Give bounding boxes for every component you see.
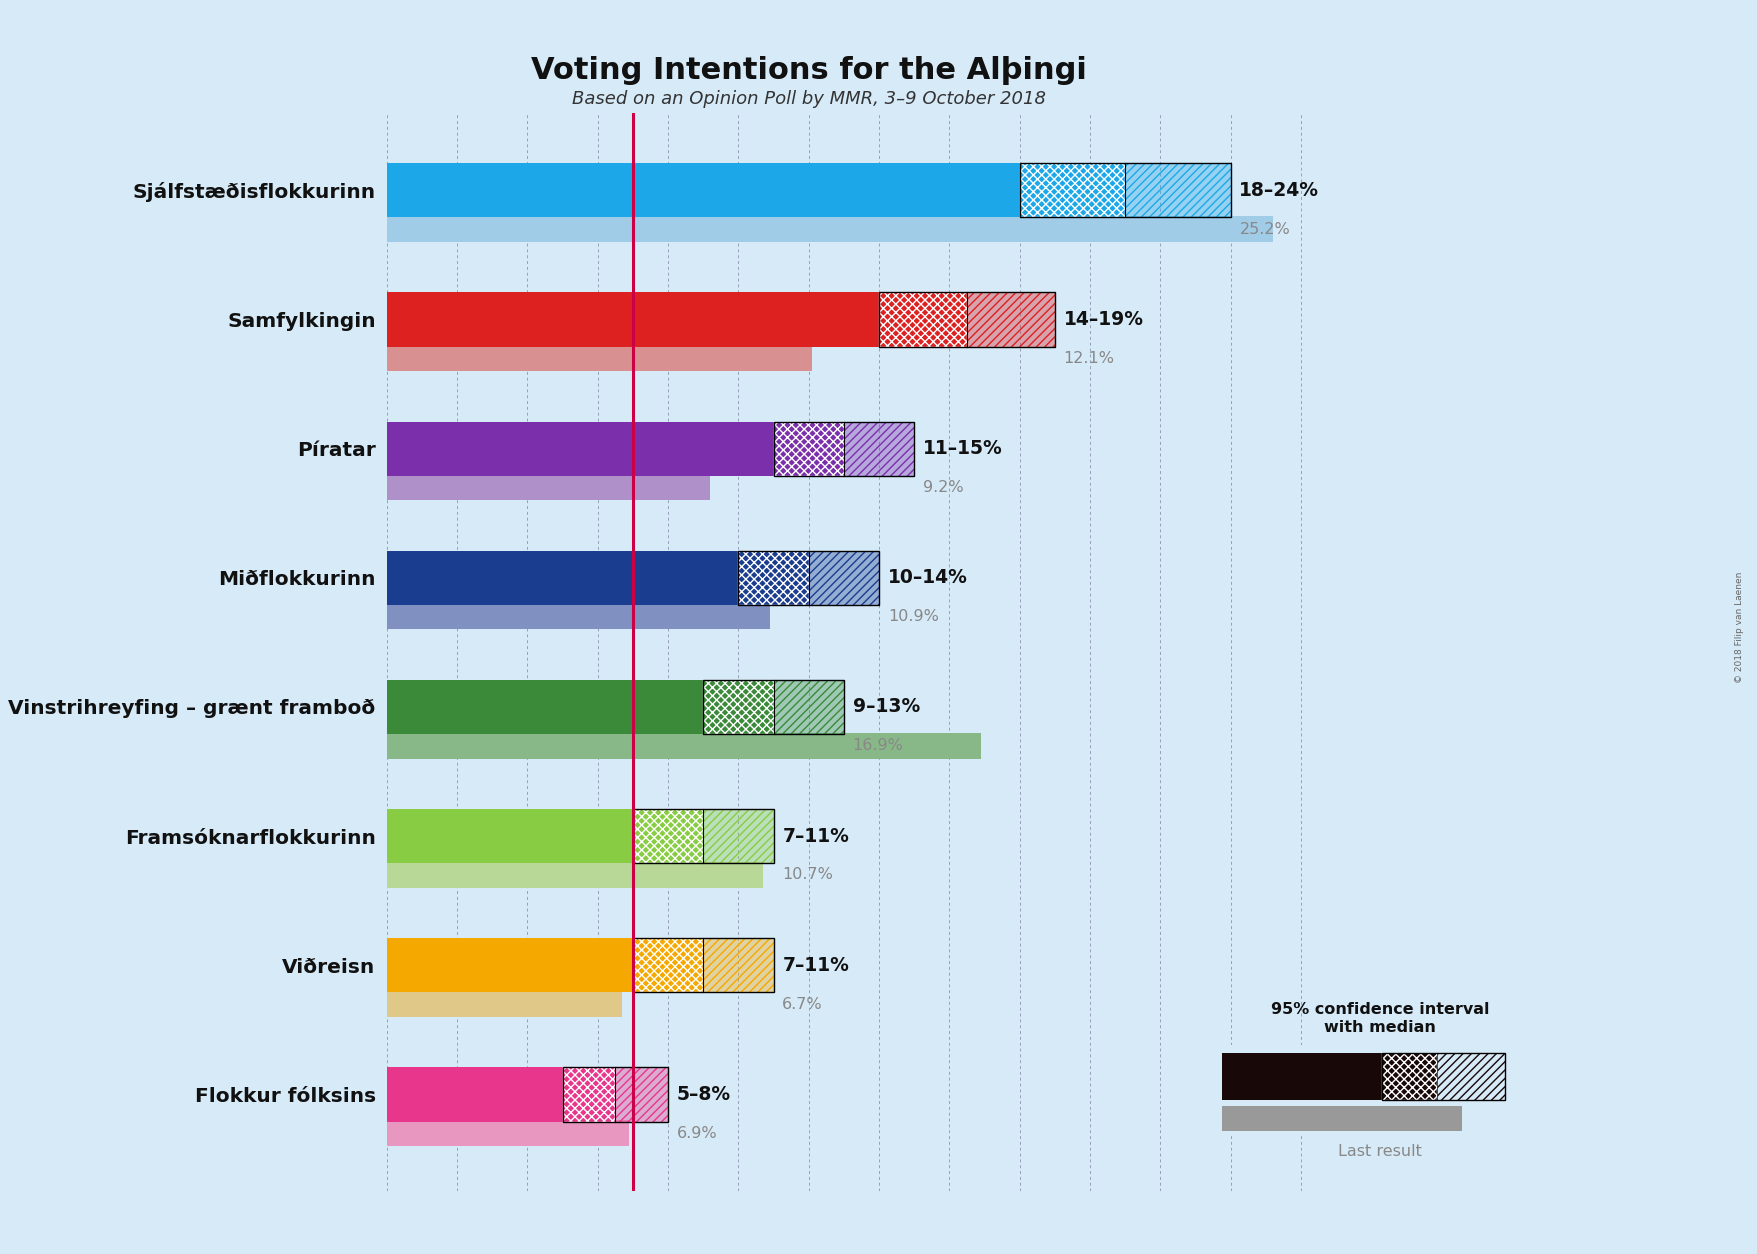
Bar [843,421,914,475]
Bar [738,551,808,604]
Text: Last result: Last result [1337,1144,1421,1159]
Text: 18–24%: 18–24% [1239,181,1320,199]
Text: 10.7%: 10.7% [782,868,833,883]
Text: 6.9%: 6.9% [676,1126,717,1141]
Bar [1435,1052,1504,1100]
Bar [773,421,843,475]
Bar [1124,163,1230,217]
Bar [808,551,878,604]
Bar [703,809,773,863]
Bar [615,1067,668,1121]
Text: 16.9%: 16.9% [852,739,903,754]
Bar [387,938,633,992]
Bar [387,680,703,734]
Bar [773,680,843,734]
Bar [633,809,703,863]
Text: © 2018 Filip van Laenen: © 2018 Filip van Laenen [1734,572,1743,682]
Bar [1124,163,1230,217]
Bar [387,603,770,630]
Bar [1381,1052,1435,1100]
Bar [1221,1052,1381,1100]
Text: 10–14%: 10–14% [887,568,966,587]
Bar [387,292,878,346]
Bar [615,1067,668,1121]
Bar [703,938,773,992]
Bar [633,938,703,992]
Text: 10.9%: 10.9% [887,609,938,624]
Bar [878,292,966,346]
Bar [1221,1106,1460,1131]
Bar [387,216,1272,242]
Bar [773,680,843,734]
Text: 25.2%: 25.2% [1239,222,1290,237]
Bar [703,680,773,734]
Bar [703,938,773,992]
Bar [703,680,773,734]
Bar [387,861,763,888]
Bar [738,551,808,604]
Text: 7–11%: 7–11% [782,826,849,845]
Text: 95% confidence interval
with median: 95% confidence interval with median [1270,1002,1488,1035]
Bar [387,345,812,371]
Bar [966,292,1054,346]
Bar [387,1120,629,1146]
Bar [387,809,633,863]
Text: 9–13%: 9–13% [852,697,919,716]
Bar [387,421,773,475]
Bar [633,938,703,992]
Bar [387,991,622,1017]
Bar [808,551,878,604]
Bar [843,421,914,475]
Bar [1019,163,1124,217]
Bar [562,1067,615,1121]
Text: 14–19%: 14–19% [1063,310,1144,329]
Text: 5–8%: 5–8% [676,1085,731,1104]
Bar [387,474,710,500]
Text: 9.2%: 9.2% [922,480,963,495]
Bar [387,732,980,759]
Bar [562,1067,615,1121]
Text: 7–11%: 7–11% [782,956,849,974]
Bar [387,163,1019,217]
Text: Based on an Opinion Poll by MMR, 3–9 October 2018: Based on an Opinion Poll by MMR, 3–9 Oct… [571,90,1045,108]
Text: 12.1%: 12.1% [1063,351,1114,366]
Bar [387,551,738,604]
Text: 11–15%: 11–15% [922,439,1001,458]
Bar [966,292,1054,346]
Text: Voting Intentions for the Alþingi: Voting Intentions for the Alþingi [531,56,1086,85]
Bar [633,809,703,863]
Bar [703,809,773,863]
Bar [387,1067,562,1121]
Bar [1019,163,1124,217]
Text: 6.7%: 6.7% [782,997,822,1012]
Bar [878,292,966,346]
Bar [773,421,843,475]
